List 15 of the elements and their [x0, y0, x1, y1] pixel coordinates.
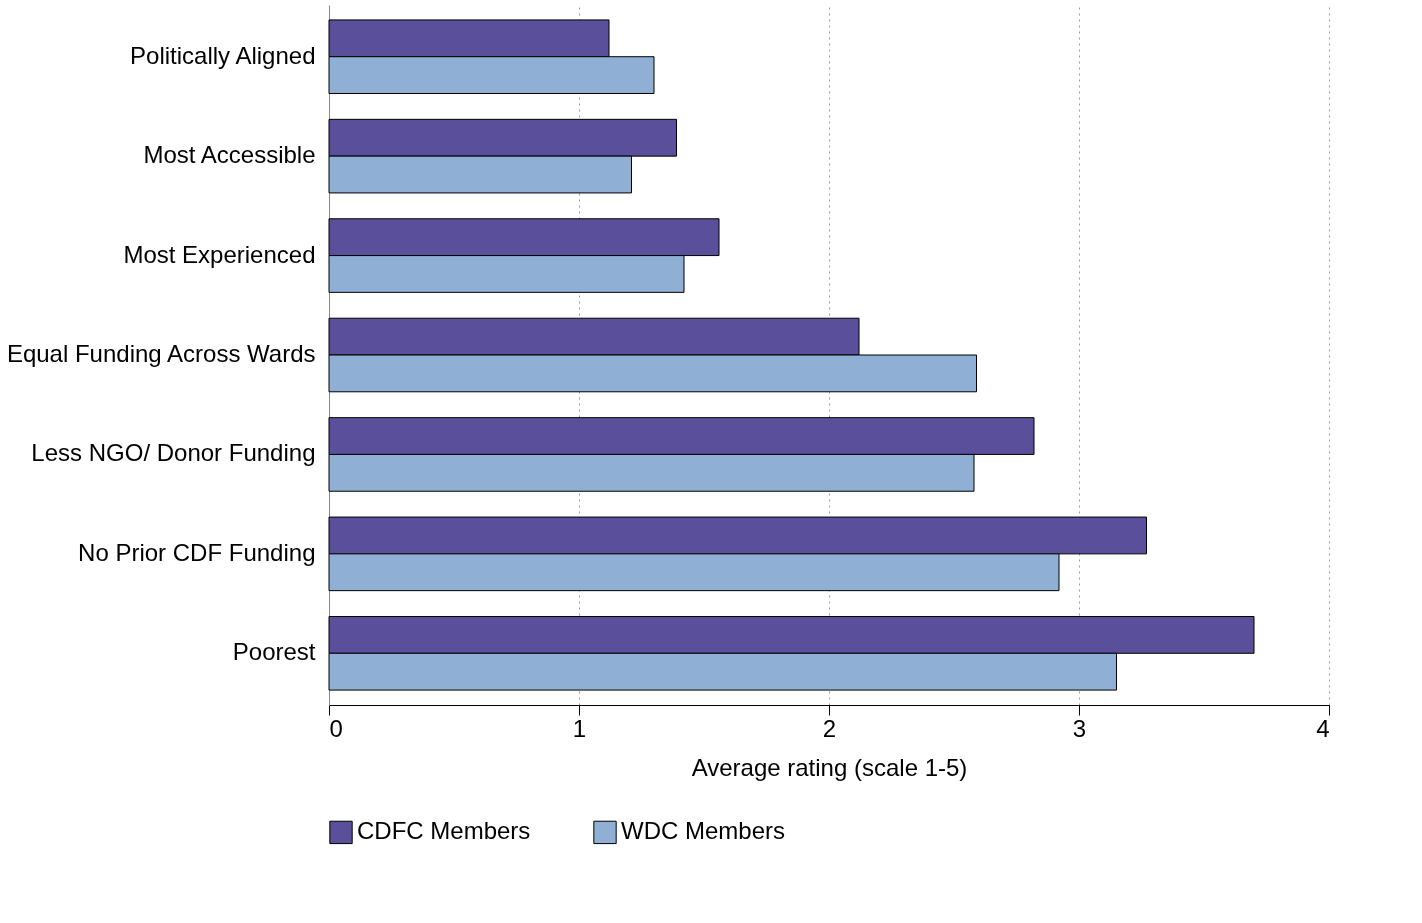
x-tick-label: 1: [572, 714, 587, 742]
y-tick-label: No Prior CDF Funding: [78, 538, 316, 566]
y-tick-label: Poorest: [232, 638, 316, 666]
y-tick-label: Equal Funding Across Wards: [6, 340, 316, 367]
x-axis-title: Average rating (scale 1-5): [691, 753, 968, 781]
x-tick-label: 3: [1072, 714, 1087, 742]
y-tick-label: Politically Aligned: [130, 41, 316, 69]
legend-label: WDC Members: [621, 817, 786, 845]
legend-label: CDFC Members: [357, 817, 531, 845]
x-tick-label: 4: [1316, 714, 1330, 742]
y-tick-label: Most Accessible: [143, 141, 316, 169]
y-tick-label: Most Experienced: [123, 240, 316, 268]
y-tick-label: Less NGO/ Donor Funding: [31, 439, 316, 467]
x-tick-label: 0: [329, 714, 343, 742]
x-tick-label: 2: [822, 714, 837, 742]
